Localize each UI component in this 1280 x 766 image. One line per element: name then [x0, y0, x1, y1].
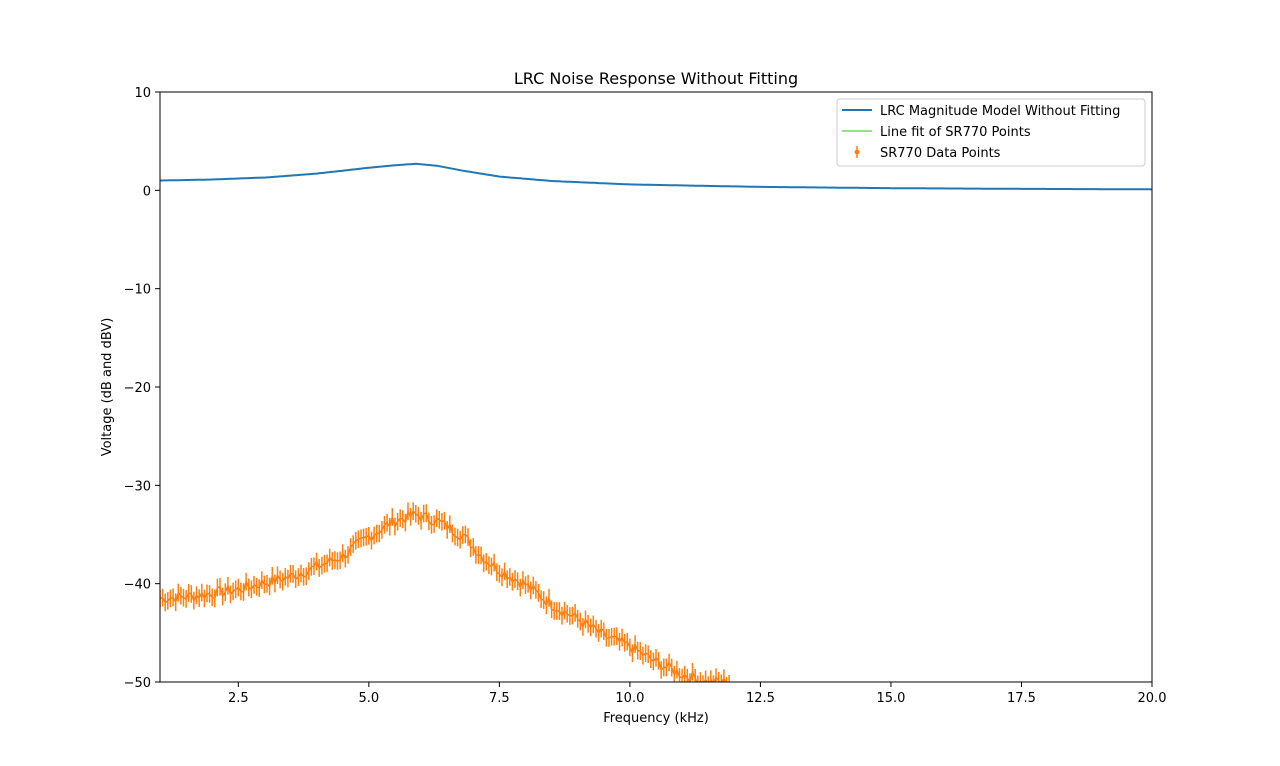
legend-handle-marker [854, 149, 860, 155]
legend-label: LRC Magnitude Model Without Fitting [880, 104, 1120, 119]
x-tick-label: 10.0 [615, 691, 644, 706]
y-tick-label: −10 [124, 283, 151, 298]
x-tick-label: 12.5 [746, 691, 775, 706]
y-axis-label: Voltage (dB and dBV) [100, 318, 115, 457]
chart-title: LRC Noise Response Without Fitting [514, 69, 798, 88]
y-tick-label: −40 [124, 578, 151, 593]
x-tick-label: 5.0 [358, 691, 379, 706]
series-lrc-magnitude-model-without-fitting [160, 162, 1152, 191]
legend: LRC Magnitude Model Without Fitting Line … [836, 98, 1146, 167]
y-tick-label: −50 [124, 676, 151, 691]
y-tick-label: −30 [124, 479, 151, 494]
y-tick-label: 0 [143, 184, 151, 199]
series-sr770-data-points [160, 502, 730, 682]
legend-label: SR770 Data Points [880, 146, 1001, 161]
x-tick-label: 15.0 [876, 691, 905, 706]
y-tick-label: 10 [134, 86, 151, 101]
x-tick-label: 2.5 [228, 691, 249, 706]
legend-box [836, 98, 1146, 167]
x-tick-label: 17.5 [1007, 691, 1036, 706]
y-tick-label: −20 [124, 381, 151, 396]
x-tick-label: 20.0 [1138, 691, 1167, 706]
x-axis-label: Frequency (kHz) [603, 711, 709, 726]
plot-area [160, 162, 1152, 682]
legend-label: Line fit of SR770 Points [880, 125, 1031, 140]
x-tick-label: 7.5 [489, 691, 510, 706]
axis-ticks: 2.5 5.0 7.5 10.0 12.5 15.0 17.5 20.0 10 0 −10 −20 −3… [124, 86, 1167, 706]
